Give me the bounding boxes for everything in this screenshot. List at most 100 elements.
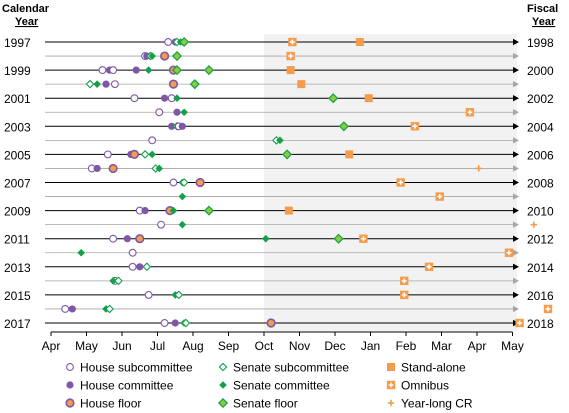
x-tick-label: May [501,339,524,353]
year-long-cr-mark [475,165,482,172]
marker-sc [109,277,117,285]
marker-hc [102,80,110,88]
fiscal-year-label: 2002 [527,92,554,106]
marker-sa [355,38,364,46]
marker-hs [109,234,118,243]
row-arrow [513,95,519,102]
senate-subcommittee-mark [179,178,189,187]
senate-committee-mark [155,164,164,173]
x-tick-label: Jan [361,339,380,353]
house-subcommittee-mark [110,80,119,89]
senate-committee-mark [178,220,187,229]
marker-hf [129,149,140,159]
x-tick-label: Feb [396,339,417,353]
row-arrow [513,179,519,186]
marker-hc [171,319,179,327]
house-subcommittee-mark [148,136,157,145]
marker-sc [173,94,181,102]
omnibus-plus [388,382,394,388]
legend-item-om: Omnibus [386,379,449,393]
fiscal-year-label: 2012 [527,233,554,247]
year-long-cr-mark [530,221,537,228]
marker-hs [144,290,153,299]
legend-label: House committee [80,379,174,393]
house-subcommittee-mark [109,66,118,75]
marker-sc [77,248,85,257]
house-subcommittee-mark [157,220,166,229]
marker-hs [103,150,112,159]
house-committee-mark [123,235,131,243]
marker-hf [108,163,118,174]
senate-subcommittee-mark [114,276,123,286]
legend-item-cr: Year-long CR [387,397,473,411]
omnibus-plus [426,264,432,270]
senate-committee-mark [169,206,178,215]
omnibus-plus [506,250,512,256]
omnibus-plus [401,292,407,298]
left-header-line2: Year [15,16,39,28]
x-tick-label: Apr [468,339,487,353]
calendar-year-label: 2013 [4,261,31,275]
marker-om [410,122,420,131]
calendar-year-label: 1997 [4,36,31,50]
marker-hf [65,398,75,408]
marker-sf [333,233,344,244]
marker-om [400,276,409,286]
house-subcommittee-mark [98,66,107,75]
calendar-year-label: 2003 [4,120,31,134]
stand-alone-mark [286,66,295,75]
marker-hc [132,66,140,74]
x-tick-label: Jun [112,339,131,353]
marker-sc [178,220,187,229]
house-committee-mark [141,207,149,215]
row-arrow [513,207,519,214]
marker-om [504,248,514,257]
data-points [61,36,553,328]
x-tick-label: Nov [289,339,310,353]
senate-floor-mark [217,397,229,409]
calendar-year-label: 2005 [4,148,31,162]
stand-alone-mark [284,206,293,215]
marker-sc [261,234,270,243]
row-arrow [513,151,519,158]
marker-om [396,178,405,187]
senate-floor-mark [179,36,190,48]
marker-hc [93,164,101,173]
marker-sf [282,149,293,160]
marker-sf [189,79,200,90]
senate-floor-mark [171,51,183,62]
house-floor-mark [160,51,170,61]
marker-cr [387,399,395,407]
stand-alone-mark [345,150,354,159]
marker-sf [217,397,229,409]
fiscal-year-label: 1998 [527,36,554,50]
legend-item-hc: House committee [66,379,174,393]
marker-om [400,290,409,300]
senate-committee-mark [261,234,270,243]
row-arrow [513,193,519,200]
marker-hs [148,136,157,145]
marker-ss [105,304,114,314]
senate-committee-mark [219,381,227,389]
marker-sf [179,36,190,48]
fiscal-year-label: 2008 [527,177,554,191]
marker-hs [98,66,107,75]
marker-sc [276,136,284,145]
house-subcommittee-mark [61,305,70,313]
legend-item-hs: House subcommittee [66,361,193,375]
marker-ss [142,262,152,272]
legend-item-sf: Senate floor [217,397,298,411]
omnibus-plus [545,306,551,312]
marker-sc [148,52,156,60]
row-arrow [513,235,519,242]
house-floor-mark [129,149,140,159]
marker-hs [128,262,137,271]
marker-sa [286,66,295,75]
marker-sc [148,150,156,159]
marker-sf [171,65,183,76]
marker-hs [130,94,139,103]
marker-sf [171,51,183,62]
house-subcommittee-mark [169,178,178,187]
house-floor-mark [135,234,145,244]
